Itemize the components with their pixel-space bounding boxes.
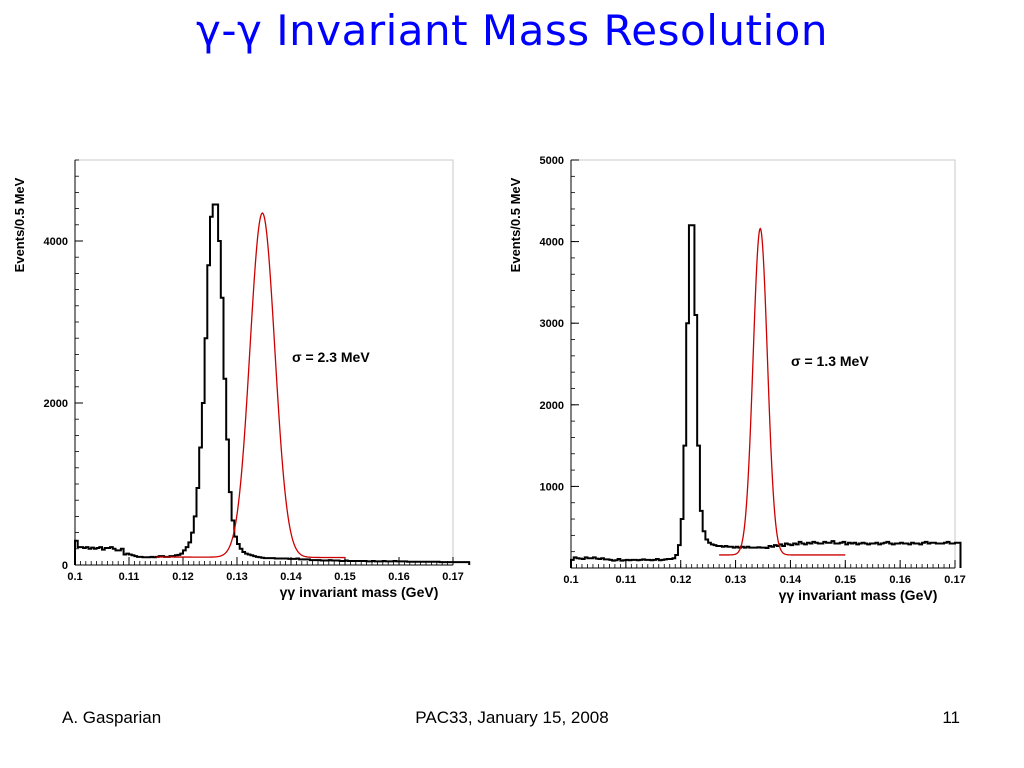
histogram-series (570, 224, 962, 568)
x-tick-label: 0.14 (780, 574, 802, 586)
sigma-annotation: σ = 2.3 MeV (292, 349, 370, 365)
x-tick-label: 0.17 (944, 574, 965, 586)
x-tick-label: 0.15 (334, 571, 355, 583)
y-tick-label: 4000 (44, 236, 68, 248)
x-axis-label: γγ invariant mass (GeV) (779, 587, 938, 603)
x-tick-label: 0.1 (563, 574, 578, 586)
x-tick-label: 0.16 (388, 571, 409, 583)
slide-title: γ-γ Invariant Mass Resolution (196, 6, 828, 55)
x-tick-label: 0.15 (835, 574, 856, 586)
x-axis-label: γγ invariant mass (GeV) (280, 584, 439, 600)
x-tick-label: 0.12 (172, 571, 193, 583)
sigma-annotation: σ = 1.3 MeV (791, 353, 869, 369)
plot-frame (570, 159, 956, 569)
x-tick-label: 0.11 (615, 574, 636, 586)
y-tick-label: 2000 (540, 400, 564, 412)
x-tick-label: 0.11 (119, 571, 140, 583)
footer-author: A. Gasparian (62, 708, 162, 727)
y-tick-label: 4000 (540, 237, 564, 249)
y-axis-label: Events/0.5 MeV (12, 177, 27, 272)
y-tick-label: 3000 (540, 318, 564, 330)
fit-curve (156, 212, 345, 559)
x-tick-label: 0.1 (67, 571, 82, 583)
fit-curve (719, 227, 846, 556)
histogram-series (74, 203, 471, 565)
y-tick-label: 0 (62, 560, 68, 572)
x-tick-label: 0.17 (442, 571, 463, 583)
x-tick-label: 0.13 (725, 574, 746, 586)
x-tick-label: 0.16 (889, 574, 910, 586)
x-tick-label: 0.12 (670, 574, 691, 586)
x-tick-label: 0.13 (226, 571, 247, 583)
y-tick-label: 1000 (540, 481, 564, 493)
footer-page-number: 11 (942, 708, 960, 727)
footer-event-date: PAC33, January 15, 2008 (415, 708, 609, 727)
y-axis-label: Events/0.5 MeV (508, 177, 523, 272)
x-tick-label: 0.14 (280, 571, 302, 583)
y-tick-label: 2000 (44, 398, 68, 410)
y-tick-label: 5000 (540, 155, 564, 167)
